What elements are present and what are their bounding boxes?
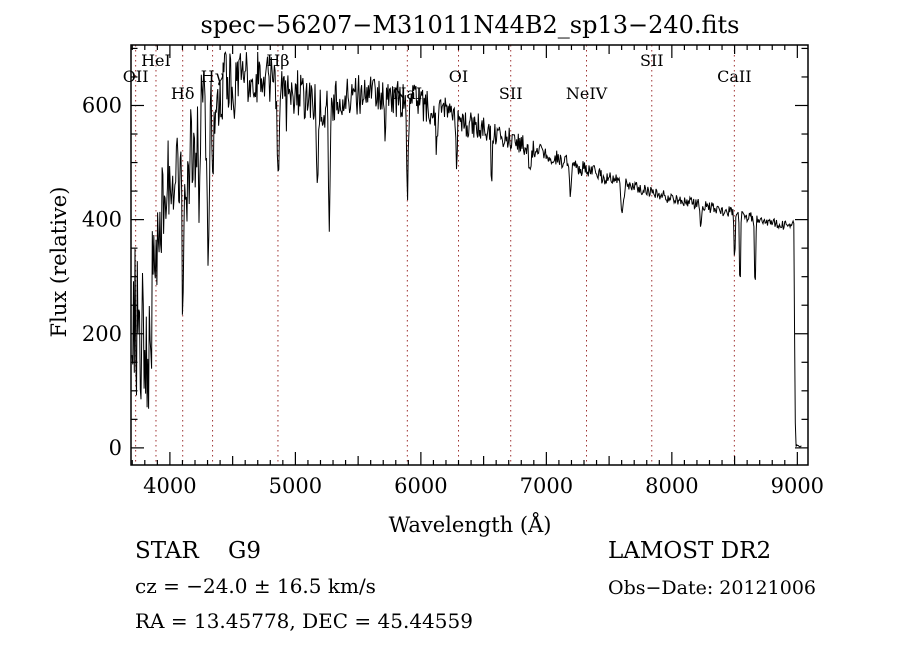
- feature-label-hδ: Hδ: [171, 84, 195, 103]
- x-tick-label: 9000: [771, 474, 824, 498]
- cz-value-text: cz = −24.0 ± 16.5 km/s: [135, 574, 376, 598]
- feature-label-oi: OI: [449, 67, 468, 86]
- feature-label-hβ: Hβ: [266, 51, 289, 70]
- obs-date-text: Obs−Date: 20121006: [608, 577, 816, 599]
- spectrum-line: [131, 51, 802, 448]
- x-tick-label: 8000: [645, 474, 698, 498]
- plot-frame: [130, 44, 809, 466]
- y-tick-label: 600: [82, 93, 122, 117]
- x-tick-label: 6000: [394, 474, 447, 498]
- y-tick-label: 200: [82, 322, 122, 346]
- feature-label-hei: HeI: [141, 51, 171, 70]
- y-tick-label: 0: [109, 436, 122, 460]
- object-subclass-label: G9: [228, 538, 261, 564]
- object-class-label: STAR: [135, 538, 199, 564]
- feature-label-sii: SII: [499, 84, 523, 103]
- spectral-feature-lines: [135, 45, 735, 465]
- x-tick-label: 5000: [269, 474, 322, 498]
- x-axis-label: Wavelength (Å): [389, 512, 552, 537]
- x-tick-label: 4000: [143, 474, 196, 498]
- axes-and-ticks: [130, 44, 809, 466]
- y-tick-label: 400: [82, 208, 122, 232]
- feature-label-neiv: NeIV: [566, 84, 608, 103]
- feature-label-caii: CaII: [717, 67, 751, 86]
- survey-label: LAMOST DR2: [608, 538, 771, 564]
- spectrum-trace: [131, 51, 802, 448]
- tick-labels: 4000 5000 6000 7000 8000 9000 0 200 400 600: [82, 93, 824, 498]
- feature-label-sii: SII: [640, 51, 664, 70]
- plot-title: spec−56207−M31011N44B2_sp13−240.fits: [201, 11, 740, 39]
- ra-dec-text: RA = 13.45778, DEC = 45.44559: [135, 609, 473, 633]
- y-axis-label: Flux (relative): [47, 187, 71, 338]
- feature-label-hγ: Hγ: [201, 67, 225, 86]
- x-tick-label: 7000: [520, 474, 573, 498]
